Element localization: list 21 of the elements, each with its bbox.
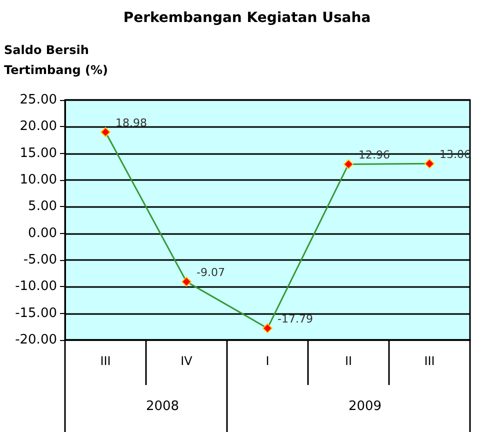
y-axis-title: Saldo Bersih Tertimbang (%) [4,43,108,77]
x-tick-label: II [344,354,352,368]
x-tick-label: III [100,354,111,368]
x-tick-label: III [424,354,435,368]
y-tick-label: 20.00 [20,119,57,134]
text: 2009 [348,399,382,414]
y-tick-label: -10.00 [15,279,57,294]
chart-title: Perkembangan Kegiatan Usaha [123,10,371,26]
y-tick-label: 15.00 [20,146,57,161]
data-label: -9.07 [196,266,225,280]
x-tick-label: I [266,354,270,368]
y-tick-label: 25.00 [20,92,57,108]
data-label: -17.79 [278,312,313,326]
y-tick-label: 10.00 [20,172,57,188]
y-tick-label: -5.00 [23,252,57,268]
text: 2008 [146,399,180,414]
y-tick-label: 0.00 [28,226,57,241]
y-tick-label: -15.00 [15,306,57,321]
y-tick-label: -20.00 [15,332,57,348]
y-tick-label: 5.00 [28,199,57,214]
x-tick-label: IV [180,354,194,368]
